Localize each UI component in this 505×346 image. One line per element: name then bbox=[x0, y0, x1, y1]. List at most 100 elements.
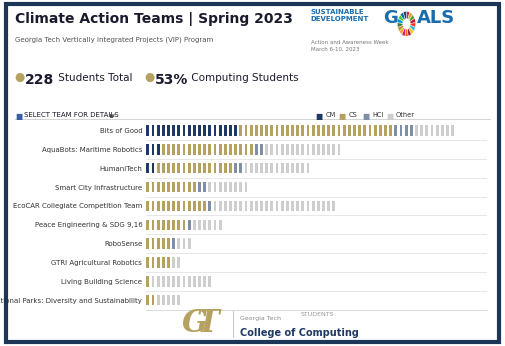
Bar bbox=[301, 144, 304, 155]
Bar bbox=[219, 144, 222, 155]
Text: ■: ■ bbox=[386, 112, 393, 121]
Wedge shape bbox=[407, 11, 410, 24]
Bar bbox=[167, 182, 170, 192]
Bar bbox=[198, 125, 201, 136]
Bar bbox=[203, 276, 206, 286]
Text: Students Total: Students Total bbox=[55, 73, 132, 83]
Bar bbox=[348, 125, 350, 136]
Bar bbox=[219, 182, 222, 192]
Bar bbox=[239, 125, 242, 136]
Bar bbox=[146, 276, 149, 286]
Bar bbox=[255, 201, 258, 211]
Bar bbox=[177, 125, 180, 136]
Text: SELECT TEAM FOR DETAILS: SELECT TEAM FOR DETAILS bbox=[24, 112, 119, 118]
Bar bbox=[239, 182, 242, 192]
Bar bbox=[177, 182, 180, 192]
Bar bbox=[162, 295, 165, 306]
Bar bbox=[183, 201, 185, 211]
Bar bbox=[193, 144, 196, 155]
Text: Georgia Tech: Georgia Tech bbox=[240, 316, 281, 320]
Wedge shape bbox=[399, 24, 407, 35]
Bar bbox=[162, 125, 165, 136]
Bar bbox=[146, 163, 149, 173]
Bar bbox=[224, 201, 227, 211]
Bar bbox=[286, 201, 289, 211]
Text: ■: ■ bbox=[316, 112, 323, 121]
Bar bbox=[219, 163, 222, 173]
Bar bbox=[296, 144, 299, 155]
Bar bbox=[224, 163, 227, 173]
Bar bbox=[229, 144, 232, 155]
Bar bbox=[296, 125, 299, 136]
Bar bbox=[198, 276, 201, 286]
Bar bbox=[167, 125, 170, 136]
Bar bbox=[162, 238, 165, 249]
Text: G: G bbox=[383, 9, 397, 27]
Bar bbox=[224, 144, 227, 155]
Bar bbox=[209, 163, 211, 173]
Bar bbox=[410, 125, 413, 136]
Bar bbox=[193, 276, 196, 286]
Bar bbox=[451, 125, 454, 136]
Wedge shape bbox=[407, 24, 415, 31]
Bar bbox=[188, 276, 190, 286]
Bar bbox=[265, 163, 268, 173]
Bar bbox=[183, 182, 185, 192]
Bar bbox=[229, 163, 232, 173]
Bar bbox=[353, 125, 356, 136]
Bar bbox=[209, 125, 211, 136]
Text: ●: ● bbox=[144, 71, 154, 84]
Bar bbox=[255, 144, 258, 155]
Wedge shape bbox=[407, 24, 411, 36]
Bar bbox=[157, 238, 160, 249]
Bar bbox=[203, 201, 206, 211]
Bar bbox=[317, 144, 320, 155]
Text: T: T bbox=[196, 308, 220, 339]
Bar bbox=[157, 163, 160, 173]
Bar bbox=[415, 125, 418, 136]
Bar bbox=[255, 125, 258, 136]
Bar bbox=[193, 125, 196, 136]
Bar bbox=[152, 201, 155, 211]
Bar bbox=[255, 163, 258, 173]
Bar bbox=[405, 125, 408, 136]
Bar bbox=[317, 125, 320, 136]
Bar bbox=[167, 144, 170, 155]
Bar bbox=[214, 220, 217, 230]
Bar bbox=[301, 201, 304, 211]
Bar bbox=[214, 163, 217, 173]
Bar bbox=[183, 125, 185, 136]
Bar bbox=[301, 125, 304, 136]
Bar bbox=[157, 276, 160, 286]
Bar bbox=[193, 201, 196, 211]
Bar bbox=[307, 144, 310, 155]
Bar bbox=[446, 125, 449, 136]
Bar bbox=[219, 201, 222, 211]
Bar bbox=[209, 182, 211, 192]
Bar bbox=[234, 144, 237, 155]
Bar bbox=[286, 144, 289, 155]
Bar bbox=[167, 201, 170, 211]
Wedge shape bbox=[398, 24, 407, 31]
Bar bbox=[369, 125, 371, 136]
Bar bbox=[172, 238, 175, 249]
Bar bbox=[177, 163, 180, 173]
Bar bbox=[384, 125, 387, 136]
Bar bbox=[291, 201, 294, 211]
Bar bbox=[260, 144, 263, 155]
Text: ☛: ☛ bbox=[109, 112, 116, 121]
Bar bbox=[250, 125, 252, 136]
Bar bbox=[270, 163, 273, 173]
Bar bbox=[203, 125, 206, 136]
Bar bbox=[203, 220, 206, 230]
Bar bbox=[152, 182, 155, 192]
Wedge shape bbox=[407, 12, 413, 24]
Bar bbox=[152, 220, 155, 230]
Bar bbox=[420, 125, 423, 136]
Bar bbox=[167, 295, 170, 306]
Bar bbox=[260, 163, 263, 173]
Wedge shape bbox=[402, 24, 407, 36]
Bar bbox=[162, 182, 165, 192]
Text: ●: ● bbox=[14, 71, 24, 84]
Text: Georgia Tech Vertically Integrated Projects (VIP) Program: Georgia Tech Vertically Integrated Proje… bbox=[15, 36, 214, 43]
